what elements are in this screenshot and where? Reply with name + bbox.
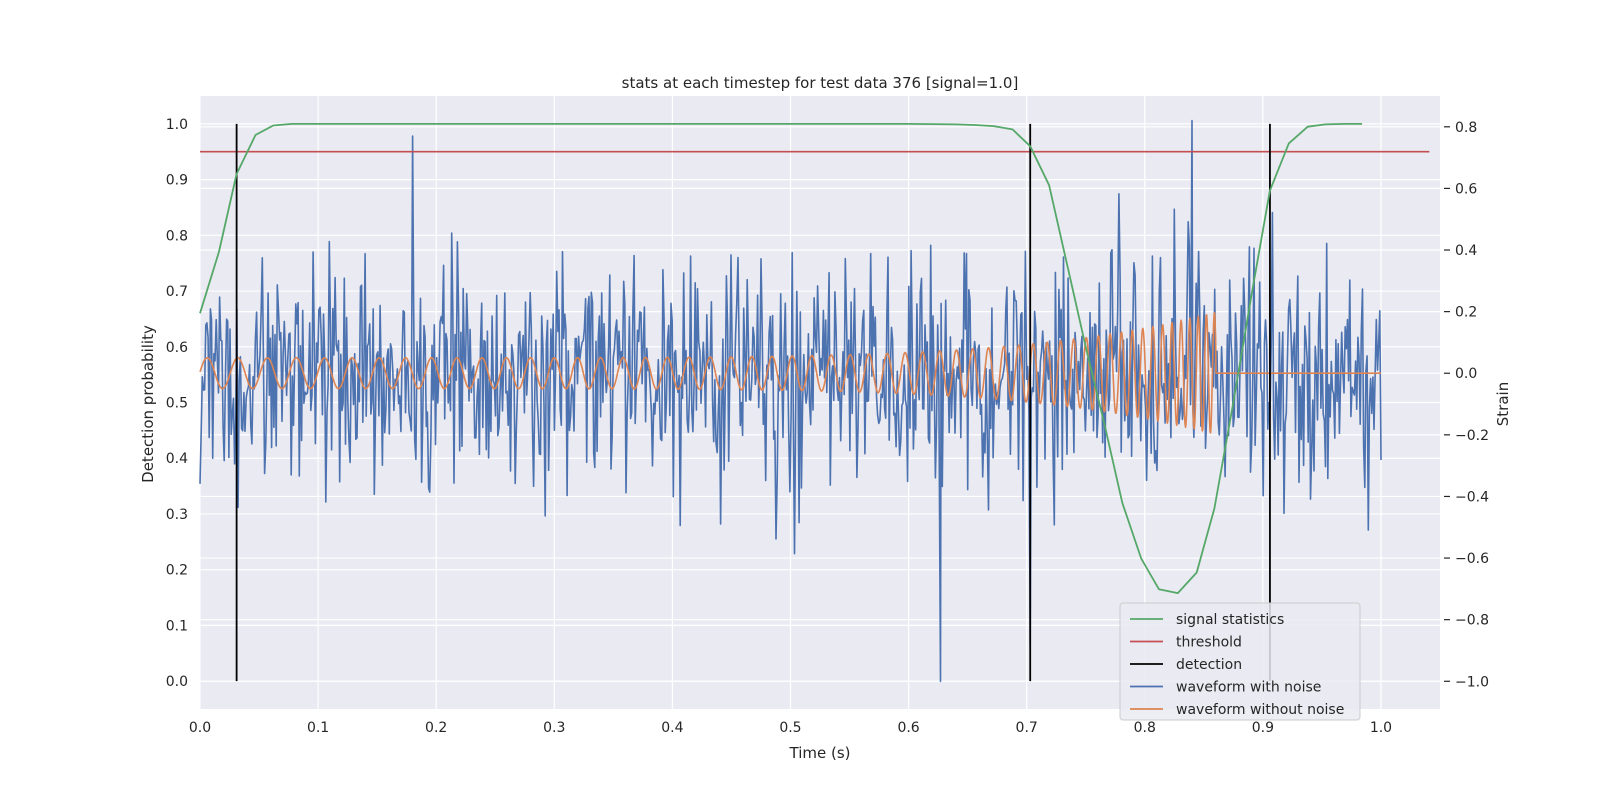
x-tick-label: 0.3	[543, 720, 565, 736]
x-tick-label: 0.9	[1252, 720, 1274, 736]
y-tick-label-right: 0.2	[1455, 305, 1477, 321]
x-tick-label: 0.1	[307, 720, 329, 736]
y-tick-label-right: 0.0	[1455, 366, 1477, 382]
legend-label: waveform with noise	[1176, 680, 1321, 696]
y-tick-label-left: 1.0	[166, 117, 188, 133]
y-tick-label-left: 0.8	[166, 228, 188, 244]
x-tick-label: 0.7	[1016, 720, 1038, 736]
x-tick-label: 0.6	[897, 720, 919, 736]
y-tick-label-left: 0.3	[166, 507, 188, 523]
y-tick-label-right: −0.6	[1455, 551, 1489, 567]
x-tick-label: 0.5	[779, 720, 801, 736]
chart-title: stats at each timestep for test data 376…	[622, 74, 1019, 92]
legend: signal statistics threshold detection wavef…	[1119, 602, 1361, 721]
y-tick-label-left: 0.7	[166, 284, 188, 300]
legend-label: waveform without noise	[1176, 702, 1344, 718]
y-tick-label-right: 0.8	[1455, 120, 1477, 136]
y-tick-label-left: 0.4	[166, 451, 188, 467]
legend-label: detection	[1176, 657, 1242, 673]
y-tick-label-left: 0.5	[166, 396, 188, 412]
x-tick-label: 1.0	[1370, 720, 1392, 736]
y-tick-label-left: 0.2	[166, 563, 188, 579]
x-tick-label: 0.8	[1134, 720, 1156, 736]
y-tick-label-left: 0.0	[166, 674, 188, 690]
tick-labels: 0.0 0.1 0.2 0.3 0.4 0.5 0.6 0.7 0.8 0.9 1.0 0.0 0.1 0…	[166, 117, 1489, 736]
series-waveform-without-noise	[199, 312, 1382, 434]
x-axis-label: Time (s)	[789, 744, 851, 762]
x-tick-label: 0.2	[425, 720, 447, 736]
legend-label: signal statistics	[1176, 612, 1284, 628]
x-tick-label: 0.4	[661, 720, 683, 736]
series-signal-statistics	[199, 123, 1363, 594]
legend-box	[1119, 602, 1361, 721]
y-axis-label-left: Detection probability	[139, 325, 157, 483]
y-tick-label-right: −1.0	[1455, 674, 1489, 690]
series-layer	[199, 119, 1430, 683]
y-tick-label-left: 0.1	[166, 618, 188, 634]
y-tick-label-right: 0.6	[1455, 181, 1477, 197]
y-tick-label-right: −0.8	[1455, 613, 1489, 629]
y-tick-label-left: 0.9	[166, 173, 188, 189]
x-tick-label: 0.0	[189, 720, 211, 736]
y-tick-label-left: 0.6	[166, 340, 188, 356]
y-tick-label-right: −0.4	[1455, 489, 1489, 505]
legend-label: threshold	[1176, 635, 1242, 651]
y-tick-label-right: −0.2	[1455, 428, 1489, 444]
y-axis-label-right: Strain	[1494, 382, 1512, 426]
y-tick-label-right: 0.4	[1455, 243, 1477, 259]
